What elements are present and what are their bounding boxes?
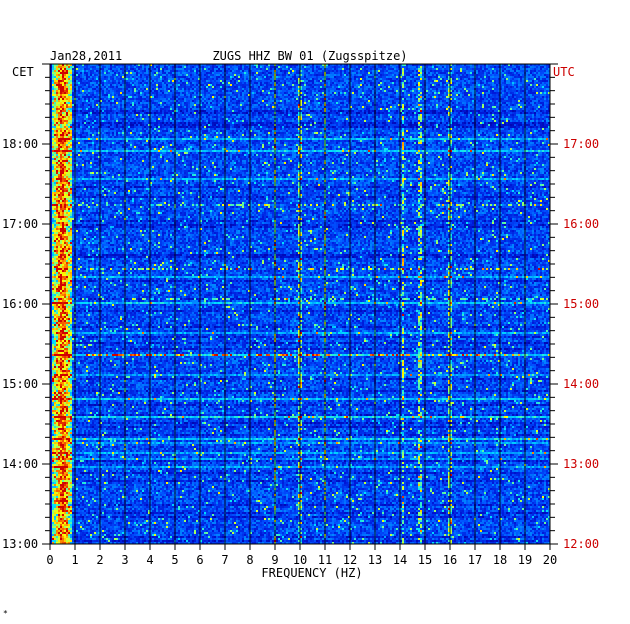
y-right-tick-label: 14:00 [563, 377, 599, 391]
y-right-tick-label: 13:00 [563, 457, 599, 471]
y-left-tick-label: 14:00 [2, 457, 38, 471]
x-tick-label: 15 [418, 553, 432, 567]
x-tick-label: 2 [96, 553, 103, 567]
x-tick-label: 10 [293, 553, 307, 567]
x-axis-label: FREQUENCY (HZ) [261, 566, 362, 580]
x-tick-label: 17 [468, 553, 482, 567]
x-tick-label: 0 [46, 553, 53, 567]
chart-date: Jan28,2011 [50, 49, 122, 63]
x-tick-label: 3 [121, 553, 128, 567]
footer-mark: * [3, 609, 8, 618]
x-tick-label: 9 [271, 553, 278, 567]
x-tick-label: 5 [171, 553, 178, 567]
left-axis-label: CET [12, 65, 34, 79]
x-tick-label: 1 [71, 553, 78, 567]
y-left-tick-label: 17:00 [2, 217, 38, 231]
x-tick-label: 18 [493, 553, 507, 567]
y-left-tick-label: 13:00 [2, 537, 38, 551]
y-right-tick-label: 12:00 [563, 537, 599, 551]
y-left-tick-label: 15:00 [2, 377, 38, 391]
right-axis-label: UTC [553, 65, 575, 79]
y-left-tick-label: 16:00 [2, 297, 38, 311]
chart-title: ZUGS HHZ BW 01 (Zugsspitze) [212, 49, 407, 63]
x-tick-label: 12 [343, 553, 357, 567]
x-tick-label: 4 [146, 553, 153, 567]
x-tick-label: 20 [543, 553, 557, 567]
y-right-tick-label: 16:00 [563, 217, 599, 231]
y-right-tick-label: 15:00 [563, 297, 599, 311]
y-left-tick-label: 18:00 [2, 137, 38, 151]
x-tick-label: 8 [246, 553, 253, 567]
x-tick-label: 14 [393, 553, 407, 567]
x-tick-label: 16 [443, 553, 457, 567]
x-tick-label: 6 [196, 553, 203, 567]
x-tick-label: 11 [318, 553, 332, 567]
x-tick-label: 19 [518, 553, 532, 567]
y-right-tick-label: 17:00 [563, 137, 599, 151]
x-tick-label: 13 [368, 553, 382, 567]
x-tick-label: 7 [221, 553, 228, 567]
